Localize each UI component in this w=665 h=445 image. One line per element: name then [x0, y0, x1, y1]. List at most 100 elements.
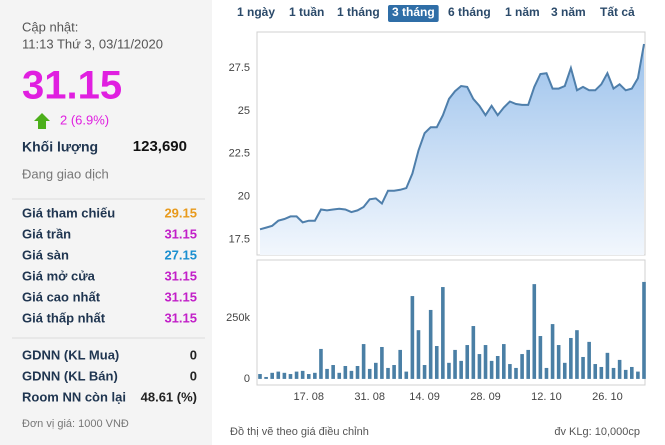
x-tick-label: 31. 08: [354, 391, 385, 403]
volume-bar: [520, 354, 524, 379]
volume-bar: [550, 324, 555, 379]
volume-bar: [410, 296, 415, 379]
y-tick-label: 250k: [226, 312, 250, 324]
volume-bar: [459, 360, 463, 379]
volume-bar: [294, 371, 299, 379]
volume-bar: [355, 365, 360, 379]
y-tick-label: 25: [238, 105, 250, 117]
period-tab[interactable]: 1 ngày: [237, 5, 275, 19]
row-label: GDNN (KL Bán): [22, 368, 118, 383]
volume-bar: [477, 354, 482, 379]
volume-bar: [587, 341, 591, 379]
volume-bar: [465, 345, 470, 379]
volume-bar: [349, 370, 354, 379]
row-label: Giá trần: [22, 226, 71, 241]
volume-bar: [380, 346, 384, 379]
row-value: 29.15: [164, 205, 197, 220]
row-value: 27.15: [164, 247, 197, 262]
period-tab[interactable]: 3 tháng: [392, 5, 435, 19]
period-tab[interactable]: Tất cả: [600, 5, 635, 19]
status: Đang giao dịch: [22, 166, 109, 181]
y-tick-label: 20: [238, 191, 250, 203]
volume-bar: [441, 287, 445, 379]
volume-bar: [428, 309, 433, 379]
footer-note: Đồ thị vẽ theo giá điều chỉnh: [230, 426, 369, 438]
period-tab[interactable]: 1 năm: [505, 5, 540, 19]
row-value: 0: [190, 347, 197, 362]
volume-bar: [343, 365, 348, 379]
y-tick-label: 22.5: [229, 148, 250, 160]
volume-bar: [392, 365, 396, 379]
volume-bar: [453, 349, 457, 379]
up-arrow: [34, 113, 50, 129]
volume-bar: [386, 367, 390, 379]
x-tick-label: 17. 08: [293, 391, 324, 403]
volume-bar: [276, 371, 281, 379]
volume-label: Khối lượng: [22, 139, 98, 155]
info-panel: [0, 0, 212, 445]
x-tick-label: 28. 09: [470, 391, 501, 403]
volume-bar: [575, 330, 579, 379]
volume-bar: [617, 359, 622, 379]
volume-bar: [325, 368, 329, 379]
row-label: Giá thấp nhất: [22, 310, 106, 325]
row-value: 0: [190, 368, 197, 383]
period-tab[interactable]: 3 năm: [551, 5, 586, 19]
volume-bar: [416, 330, 421, 379]
x-tick-label: 26. 10: [592, 391, 623, 403]
volume-bar: [514, 367, 518, 379]
volume-bar: [367, 368, 372, 379]
volume-bar: [630, 366, 634, 379]
row-label: Room NN còn lại: [22, 389, 126, 404]
volume-bar: [300, 370, 305, 379]
updated-label: Cập nhật:: [22, 19, 78, 34]
volume-bar: [282, 372, 287, 379]
volume-bar: [313, 372, 317, 379]
y-tick-label: 17.5: [229, 233, 250, 245]
row-value: 48.61 (%): [141, 389, 197, 404]
row-label: Giá sàn: [22, 247, 69, 262]
volume-bar: [337, 372, 342, 379]
y-tick-label: 0: [244, 373, 250, 385]
price: 31.15: [22, 64, 122, 108]
volume-bar: [258, 374, 262, 379]
price-change: 2 (6.9%): [60, 112, 109, 127]
volume-bar: [489, 360, 494, 379]
row-label: Giá tham chiếu: [22, 205, 115, 220]
volume-bar: [483, 345, 488, 379]
volume-bar: [361, 344, 366, 379]
volume-bar: [434, 346, 439, 379]
volume-bar: [471, 326, 476, 379]
row-value: 31.15: [164, 289, 197, 304]
period-tab[interactable]: 1 tuần: [289, 5, 324, 19]
volume-bar: [562, 362, 567, 379]
volume-bar: [556, 345, 561, 379]
volume-bar: [398, 349, 402, 379]
volume-bar: [264, 376, 268, 379]
row-label: GDNN (KL Mua): [22, 347, 119, 362]
volume-bar: [636, 371, 640, 379]
volume-bar: [544, 367, 549, 379]
row-value: 31.15: [164, 310, 197, 325]
updated-time: 11:13 Thứ 3, 03/11/2020: [22, 36, 163, 51]
volume-bar: [288, 374, 293, 379]
volume-bar: [538, 336, 543, 379]
period-tab[interactable]: 6 tháng: [448, 5, 491, 19]
volume-bar: [532, 284, 537, 379]
volume-bar: [319, 348, 323, 379]
x-tick-label: 14. 09: [409, 391, 440, 403]
volume-bar: [270, 372, 274, 379]
volume-bar: [593, 364, 598, 379]
volume-bar: [605, 352, 610, 379]
price-area: [260, 44, 644, 255]
row-label: Giá mở cửa: [22, 268, 96, 283]
volume-bar: [599, 366, 604, 379]
volume-bar: [642, 281, 646, 379]
volume-bar: [422, 365, 427, 379]
volume-bar: [306, 374, 311, 379]
volume-bar: [508, 364, 512, 379]
volume-bar: [569, 337, 573, 379]
period-tab-active[interactable]: [388, 5, 439, 22]
period-tab[interactable]: 1 tháng: [337, 5, 380, 19]
volume-bar: [611, 367, 616, 379]
